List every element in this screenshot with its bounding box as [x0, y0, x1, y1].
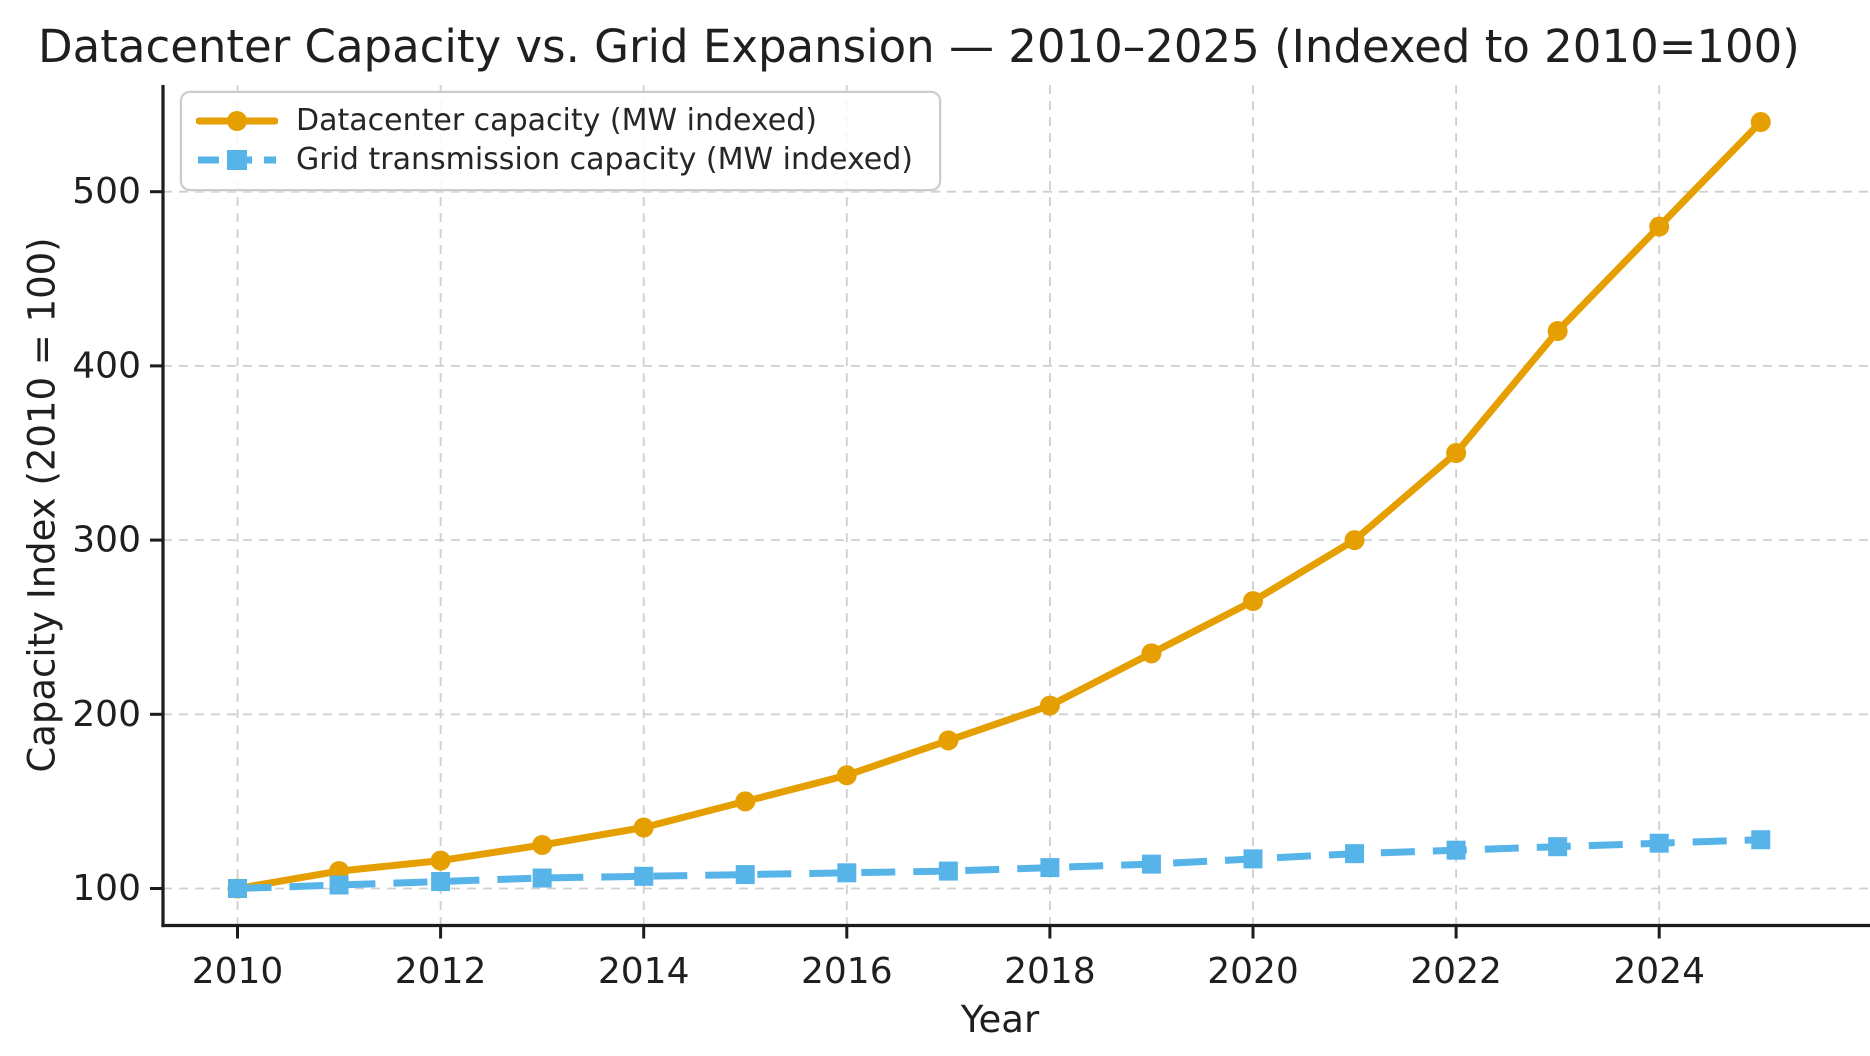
legend: Datacenter capacity (MW indexed) Grid tr… [180, 91, 942, 191]
data-point-datacenter [430, 850, 451, 871]
y-tick-label: 300 [72, 520, 141, 561]
data-point-datacenter [1344, 530, 1365, 551]
legend-label-grid: Grid transmission capacity (MW indexed) [296, 142, 914, 177]
legend-item-grid: Grid transmission capacity (MW indexed) [196, 142, 913, 177]
data-point-datacenter [1243, 591, 1263, 612]
legend-item-datacenter: Datacenter capacity (MW indexed) [196, 103, 913, 138]
x-tick-label: 2020 [1207, 951, 1299, 992]
data-point-grid [431, 872, 451, 892]
data-point-datacenter [836, 765, 857, 786]
x-tick-label: 2024 [1613, 951, 1705, 992]
y-tick-label: 100 [72, 868, 141, 909]
x-tick-label: 2016 [801, 951, 893, 992]
data-point-grid [532, 868, 552, 888]
chart-title: Datacenter Capacity vs. Grid Expansion —… [38, 20, 1800, 73]
data-point-datacenter [938, 730, 959, 751]
data-point-grid [1141, 854, 1161, 874]
y-tick-label: 500 [72, 171, 141, 212]
data-point-grid [1243, 849, 1263, 869]
data-point-datacenter [1039, 695, 1060, 716]
y-axis-label: Capacity Index (2010 = 100) [20, 237, 64, 773]
datacenter-line-marker-icon [196, 110, 278, 131]
y-tick-label: 200 [72, 694, 141, 735]
data-point-grid [1446, 840, 1466, 860]
data-point-grid [1649, 833, 1669, 853]
y-tick-label: 400 [72, 345, 141, 386]
legend-label-datacenter: Datacenter capacity (MW indexed) [296, 103, 818, 138]
data-point-grid [634, 866, 654, 886]
data-point-grid [938, 861, 958, 881]
data-point-datacenter [1547, 321, 1568, 342]
x-tick-label: 2012 [395, 951, 487, 992]
data-point-grid [329, 875, 349, 895]
data-point-grid [735, 865, 755, 885]
data-point-datacenter [1750, 112, 1771, 133]
x-axis-label: Year [960, 998, 1040, 1041]
grid-line-marker-icon [198, 149, 276, 170]
data-point-datacenter [735, 791, 756, 812]
data-point-grid [228, 879, 247, 898]
x-tick-label: 2010 [192, 951, 284, 992]
data-point-datacenter [1446, 443, 1467, 463]
data-point-grid [1548, 837, 1568, 857]
data-point-datacenter [633, 817, 654, 838]
data-point-datacenter [1649, 216, 1670, 237]
x-tick-label: 2018 [1004, 951, 1096, 992]
data-point-grid [837, 863, 857, 883]
series-line-datacenter [234, 118, 1765, 892]
data-point-grid [1040, 858, 1060, 878]
x-tick-label: 2014 [598, 951, 690, 992]
data-point-grid [1751, 830, 1771, 850]
series-line-grid [237, 836, 1761, 892]
x-tick-label: 2022 [1410, 951, 1502, 992]
data-point-datacenter [1141, 643, 1162, 664]
data-point-datacenter [532, 834, 553, 855]
data-point-grid [1345, 844, 1365, 864]
